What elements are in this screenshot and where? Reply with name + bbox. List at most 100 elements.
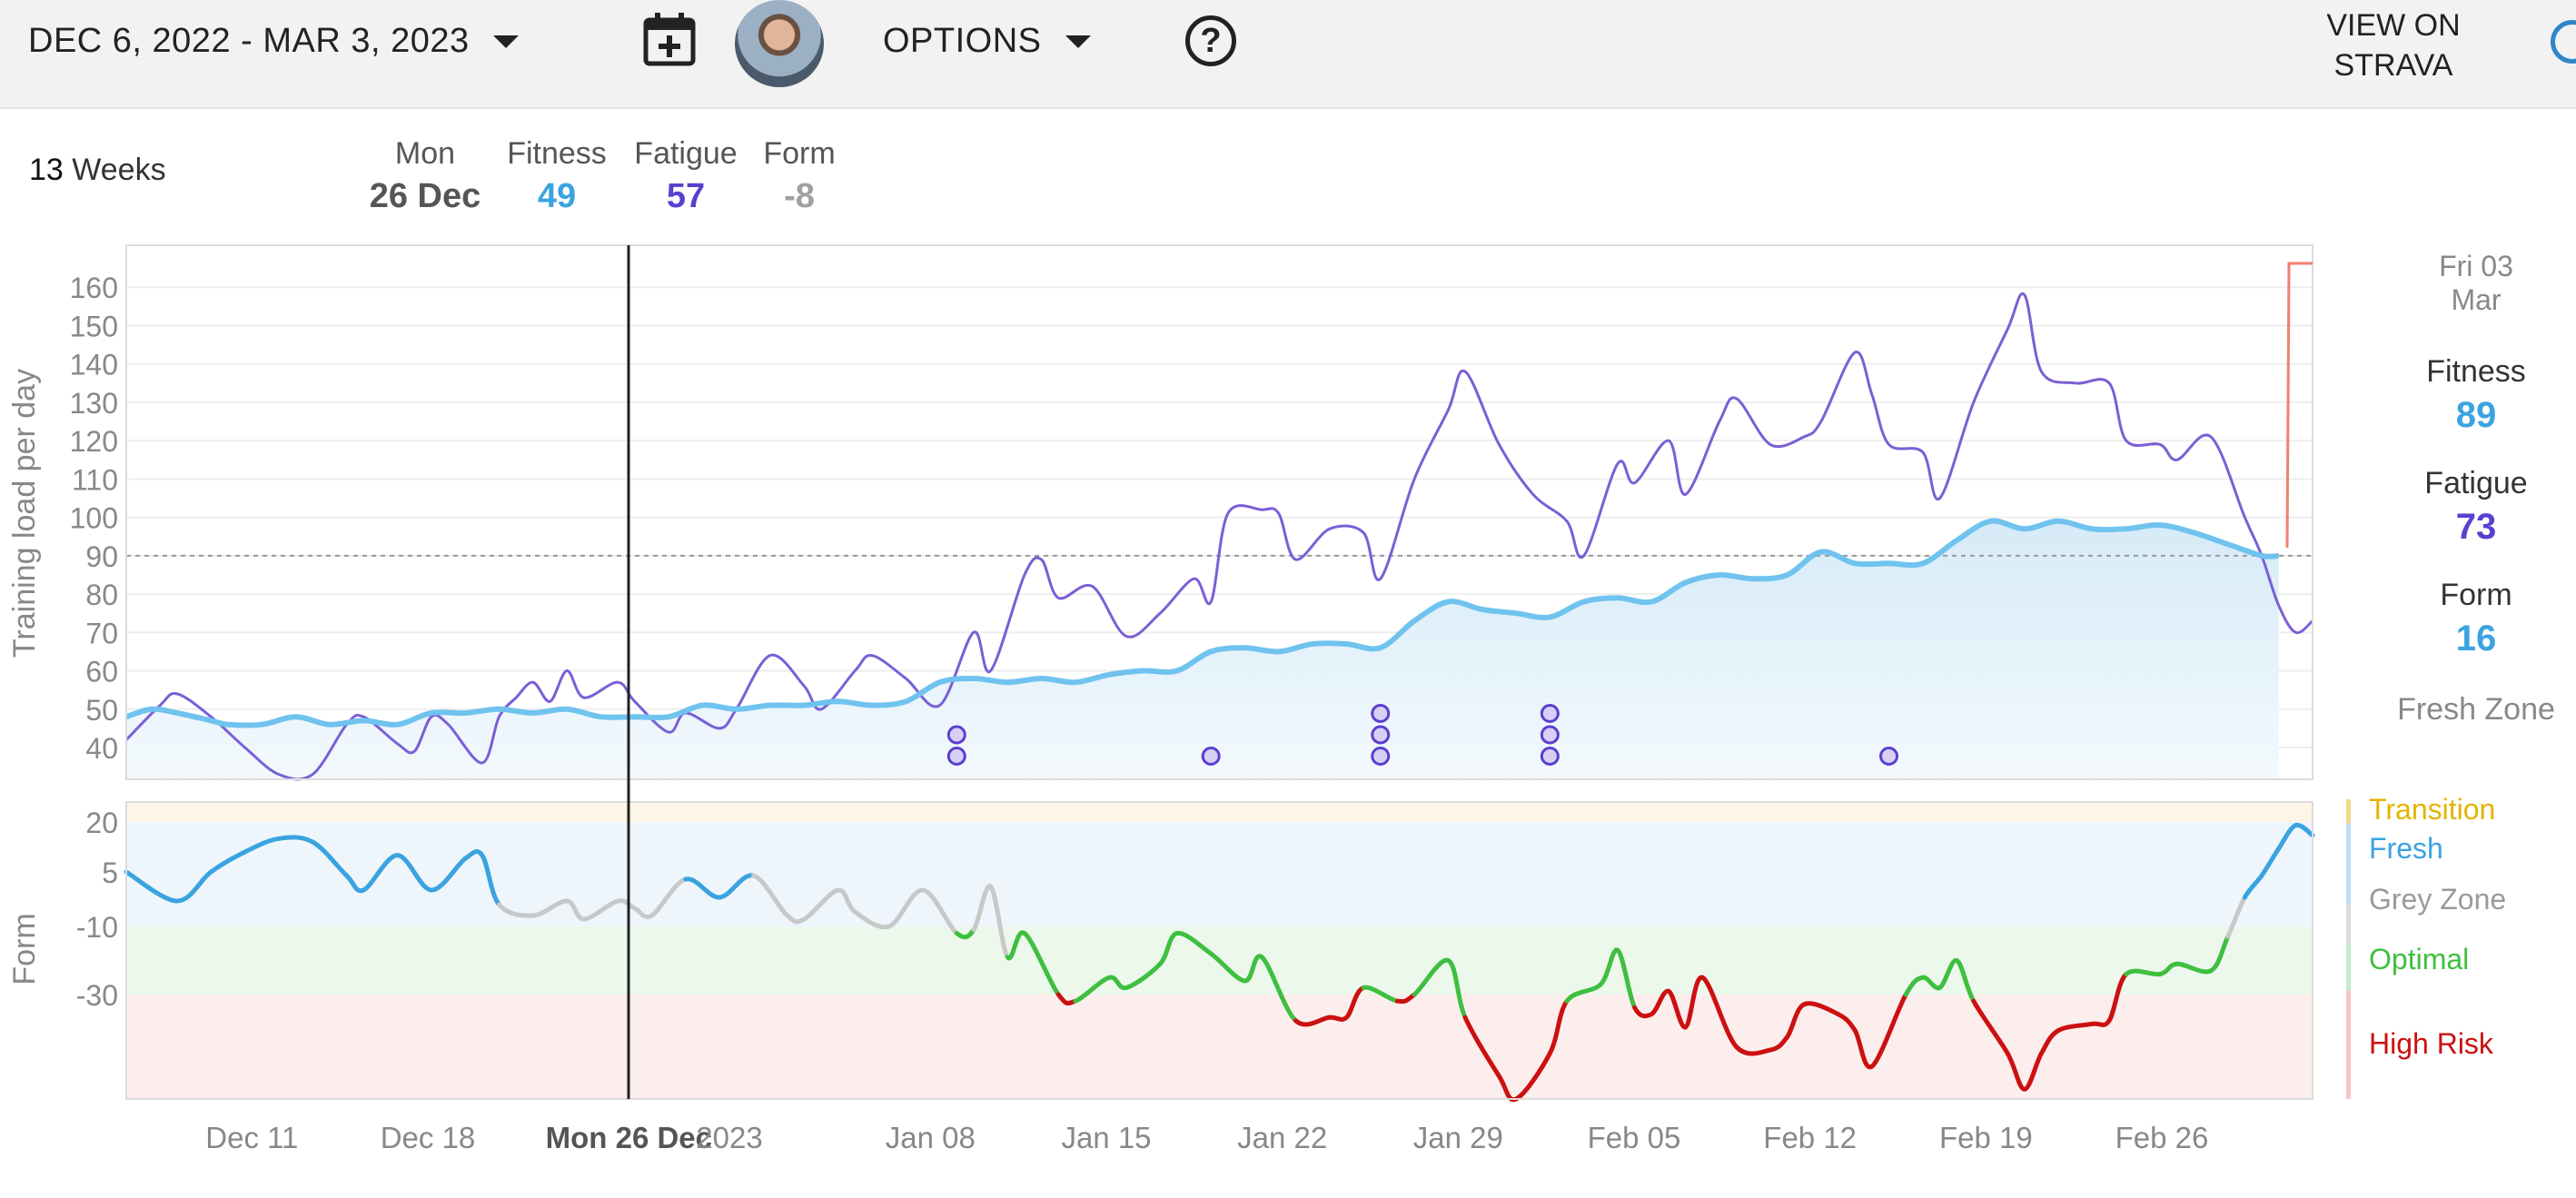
weeks-count[interactable]: 13 Weeks [29,153,166,188]
form-series-segment [1785,1002,1807,1040]
x-tick-label: 2023 [696,1121,762,1154]
form-series-segment [243,836,282,855]
form-series-segment [276,835,315,845]
side-zone: Fresh Zone [2385,692,2567,728]
side-fatigue-label: Fatigue [2424,466,2528,500]
activity-marker [1371,747,1391,766]
calendar-add-icon[interactable] [641,11,698,72]
summary-fitness-label: Fitness [507,136,607,171]
form-series-segment [1361,985,1400,1004]
fitness-chart[interactable]: 40 50 60 70 80 90 100 110 120 130 140 150 160 20 5 -10… [0,0,2362,1198]
activity-marker [1540,704,1560,723]
side-date-line1: Fri 03 [2439,250,2513,282]
x-tick-label: Dec 18 [381,1121,476,1154]
summary-form-label: Form [763,136,836,171]
form-series-segment [887,887,926,929]
summary-fitness-value: 49 [537,177,577,215]
y-tick-label: 160 [70,272,118,304]
summary-form: Form -8 [754,136,845,216]
help-icon[interactable]: ? [1185,15,1236,66]
summary-fitness: Fitness 49 [498,136,616,216]
y-tick-label: 100 [70,502,118,535]
form-series-segment [852,909,892,930]
form-series-segment [1564,982,1603,1004]
x-tick-label: Jan 22 [1237,1121,1327,1154]
y-tick-label: 90 [85,540,118,573]
form-series-segment [1208,951,1247,984]
y-tick-label: 80 [85,579,118,611]
form-series-segment [174,869,213,904]
activity-marker [1540,725,1560,745]
y-tick-label: 40 [85,732,118,765]
high-risk-zone-band [126,995,2313,1099]
form-tick-label: -10 [76,911,118,944]
form-series-segment [1259,955,1298,1024]
form-series-segment [801,887,841,922]
y-tick-label: 110 [72,463,118,496]
weeks-number: 13 [29,153,64,187]
activity-marker [946,725,966,745]
options-dropdown[interactable]: OPTIONS [883,22,1091,61]
side-fitness-value: 89 [2455,395,2497,435]
top-toolbar: DEC 6, 2022 - MAR 3, 2023 OPTIONS ? VIEW… [0,0,2576,109]
form-series-segment [717,873,756,900]
fatigue-series-line [124,292,2313,781]
form-series-segment [1869,992,1908,1069]
side-form: Form 16 [2385,578,2567,659]
form-series-segment [836,887,857,915]
form-series-segment [1073,975,1112,1004]
form-series-segment [530,898,570,918]
form-series-segment [1547,998,1570,1056]
x-tick-label: Feb 12 [1763,1121,1857,1154]
view-on-strava-button[interactable]: VIEW ON STRAVA [2294,5,2493,85]
form-series-segment [2242,873,2264,900]
x-tick-label: Feb 05 [1588,1121,1681,1154]
y-tick-label: 70 [85,617,118,649]
summary-date: Mon 26 Dec [352,136,498,216]
form-series-segment [1699,975,1739,1049]
side-fitness: Fitness 89 [2385,354,2567,436]
form-tick-label: 20 [85,807,118,839]
form-series-segment [1327,1015,1349,1022]
form-series-segment [1971,998,2010,1056]
form-series-segment [750,873,790,918]
form-series-segment [1954,958,1977,1004]
activity-marker [946,747,966,766]
chevron-down-icon [492,35,519,48]
side-date-line2: Mar [2451,283,2502,316]
form-series-segment [429,856,468,893]
form-tick-label: -30 [76,979,118,1012]
form-series-segment [1734,1045,1773,1056]
y-axis-label: Training load per day [7,369,42,658]
fitness-series-line [125,518,2279,728]
form-series-segment [920,887,959,936]
form-series-segment [1174,930,1214,956]
form-series-segment [361,853,401,893]
side-form-label: Form [2440,578,2512,612]
form-series-segment [208,849,248,875]
form-series-segment [2259,846,2282,878]
top-plot-border [125,244,2313,780]
form-series-segment [2038,1028,2061,1056]
chevron-down-icon [1065,35,1091,48]
view-strava-line2: STRAVA [2333,48,2453,83]
date-range-dropdown[interactable]: DEC 6, 2022 - MAR 3, 2023 [28,22,519,61]
activity-marker [1540,747,1560,766]
x-tick-label: Dec 11 [205,1121,298,1154]
form-series-segment [1394,992,1417,1005]
refresh-icon[interactable] [2551,20,2576,64]
fitness-area [126,520,2279,779]
avatar[interactable] [735,0,824,87]
bottom-plot-border [125,801,2313,1100]
zone-fresh: Fresh [2369,832,2443,865]
summary-fatigue-label: Fatigue [634,136,738,171]
weeks-label: Weeks [72,153,166,187]
summary-fatigue: Fatigue 57 [627,136,745,216]
y-tick-label: 130 [70,387,118,420]
form-series-segment [1836,1012,1858,1034]
x-tick-label: Jan 15 [1061,1121,1151,1154]
help-symbol: ? [1200,21,1222,60]
form-series-segment [581,898,620,922]
form-series-segment [1412,957,1451,997]
form-series-segment [2022,1051,2044,1092]
